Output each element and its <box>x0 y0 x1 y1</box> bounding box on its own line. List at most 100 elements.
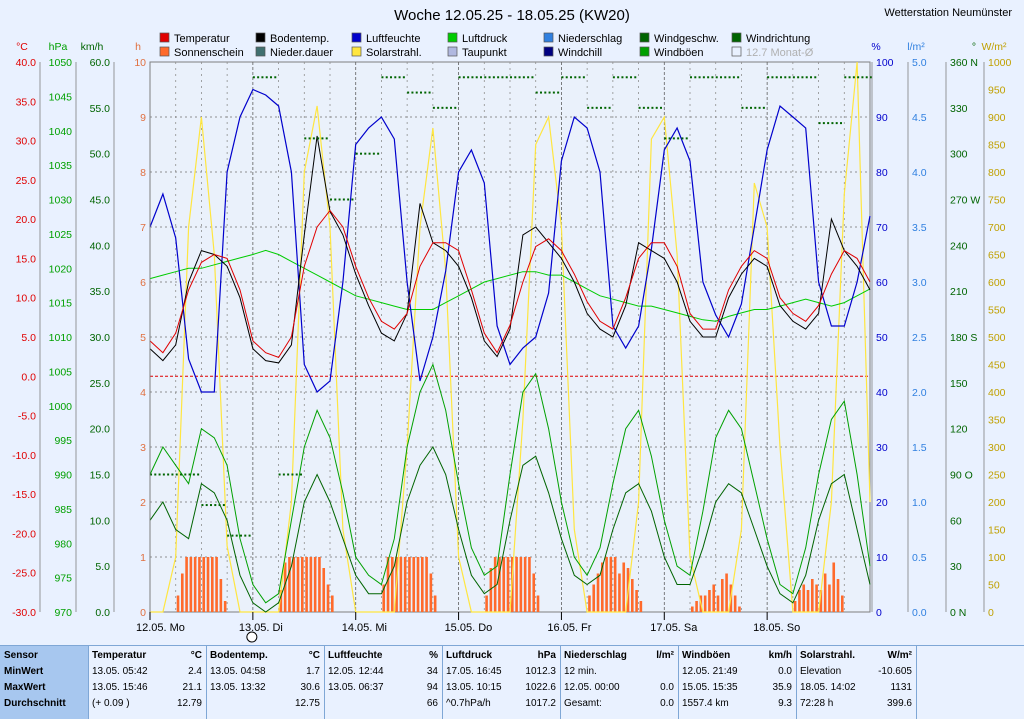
axis-tick-label: 800 <box>988 167 1006 179</box>
wind-direction-dot <box>390 76 392 79</box>
axis-tick-label: 60 <box>876 277 888 289</box>
wind-direction-dot <box>505 76 508 79</box>
stats-header: Luftfeuchte% <box>328 650 438 661</box>
wind-direction-dot <box>587 106 590 109</box>
wind-direction-dot <box>548 91 551 94</box>
stats-value: 1.7 <box>306 666 320 677</box>
wind-direction-dot <box>377 152 380 155</box>
axis-tick-label: 5 <box>140 332 146 344</box>
sunshine-bar <box>601 562 604 612</box>
axis-tick-label: 980 <box>54 538 72 550</box>
legend-label: 12.7 Monat-Ø <box>746 47 814 59</box>
axis-tick-label: 5.0 <box>912 57 927 69</box>
wind-direction-dot <box>565 76 568 79</box>
sunshine-bar <box>489 568 493 612</box>
wind-direction-dot <box>501 76 504 79</box>
axis-tick-label: 1050 <box>49 57 73 69</box>
stats-table: Sensor MinWert MaxWert Durchschnitt Temperat… <box>0 645 1024 719</box>
stats-value: 0.0 <box>660 698 674 709</box>
stats-label: 18.05. 14:02 <box>800 682 856 693</box>
wind-direction-dot <box>381 76 384 79</box>
wind-direction-dot <box>454 106 457 109</box>
axis-tick-label: 30.0 <box>90 332 111 344</box>
wind-direction-dot <box>471 76 474 79</box>
axis-tick-label: 20 <box>876 497 888 509</box>
sunshine-bar <box>536 595 540 612</box>
wind-direction-dot <box>355 152 358 155</box>
stats-value: 1131 <box>890 682 912 693</box>
wind-direction-dot <box>651 106 654 109</box>
axis-tick-label: 550 <box>988 305 1006 317</box>
legend: Temperatur Bodentemp. Luftfeuchte Luftdruck… <box>159 32 814 59</box>
wind-direction-dot <box>462 76 465 79</box>
stats-row: ^0.7hPa/h 1017.2 <box>446 698 556 712</box>
axis-tick-label: 1025 <box>49 229 73 241</box>
axis-tick-label: 1020 <box>49 263 73 275</box>
stats-label: 12.05. 21:49 <box>682 666 738 677</box>
stats-label: 12.05. 00:00 <box>564 682 620 693</box>
wind-direction-dot <box>312 137 315 140</box>
stats-header: Sensor <box>4 650 38 661</box>
axis-tick-label: 40 <box>876 387 888 399</box>
stats-row: (+ 0.09 ) 12.79 <box>92 698 202 712</box>
stats-value: -10.605 <box>878 666 912 677</box>
axis-tick-label: 350 <box>988 415 1006 427</box>
sunshine-bar <box>506 557 510 612</box>
wind-direction-dot <box>527 76 530 79</box>
wind-direction-dot <box>642 106 645 109</box>
stats-value: 399.6 <box>886 698 912 709</box>
sunshine-bar <box>592 584 596 612</box>
stats-unit: hPa <box>537 650 556 661</box>
stats-label: 12 min. <box>564 666 597 677</box>
weather-chart: Woche 12.05.25 - 18.05.25 (KW20) Wetters… <box>12 7 1012 643</box>
axis-tick-label: 8 <box>140 167 146 179</box>
plot-area <box>149 61 872 613</box>
stats-column: Solarstrahl. W/m² Elevation -10.605 18.05. 1… <box>796 646 917 719</box>
wind-direction-dot <box>698 76 701 79</box>
day-label: 16.05. Fr <box>547 622 591 634</box>
wind-direction-dot <box>621 76 624 79</box>
wind-direction-dot <box>600 106 602 109</box>
stats-row: 13.05. 04:58 1.7 <box>210 666 320 680</box>
sunshine-bar <box>429 573 433 612</box>
pressure-line <box>149 249 871 322</box>
axis-tick-label: 300 <box>988 442 1006 454</box>
stats-header: Temperatur °C <box>92 650 202 661</box>
wind-direction-dot <box>192 473 195 476</box>
wind-direction-dot <box>334 198 337 201</box>
wind-direction-dot <box>612 76 615 79</box>
axis-tick-label: 1 <box>140 552 146 564</box>
sunshine-bar <box>712 584 716 612</box>
wind-direction-dot <box>317 137 320 140</box>
axis-tick-label: 45.0 <box>90 195 111 207</box>
legend-swatch <box>255 46 266 57</box>
sunshine-bar <box>331 595 334 612</box>
stats-label: 12.05. 12:44 <box>328 666 384 677</box>
stats-header: Luftdruck hPa <box>446 650 556 661</box>
wind-direction-dot <box>274 76 277 79</box>
axis-tick-label: 0.5 <box>912 552 927 564</box>
humidity-line <box>149 88 871 393</box>
stats-row: 13.05. 10:15 1022.6 <box>446 682 556 696</box>
axis-tick-label: 80 <box>876 167 888 179</box>
axis-tick-label: 50 <box>876 332 888 344</box>
stats-column: Bodentemp. °C 13.05. 04:58 1.7 13.05. 13:32 3… <box>206 646 325 719</box>
wind-direction-dot <box>420 91 422 94</box>
wind-direction-dot <box>745 106 748 109</box>
stats-row: 13.05. 06:37 94 <box>328 682 438 696</box>
wind-direction-dot <box>480 76 482 79</box>
axis-unit-label: hPa <box>49 41 68 53</box>
stats-row: 13.05. 05:42 2.4 <box>92 666 202 680</box>
stats-header: Solarstrahl. W/m² <box>800 650 912 661</box>
axis-tick-label: 3 <box>140 442 146 454</box>
axis-tick-label: 50 <box>988 580 1000 592</box>
wind-direction-dot <box>848 76 851 79</box>
axis-tick-label: 7 <box>140 222 146 234</box>
sunshine-bar <box>288 557 291 612</box>
wind-direction-dot <box>325 137 328 140</box>
axis-tick-label: -15.0 <box>12 489 36 501</box>
wind-direction-dot <box>771 76 774 79</box>
sunshine-bar <box>631 579 634 612</box>
sunshine-bar <box>416 557 420 612</box>
wind-direction-dot <box>690 76 692 79</box>
